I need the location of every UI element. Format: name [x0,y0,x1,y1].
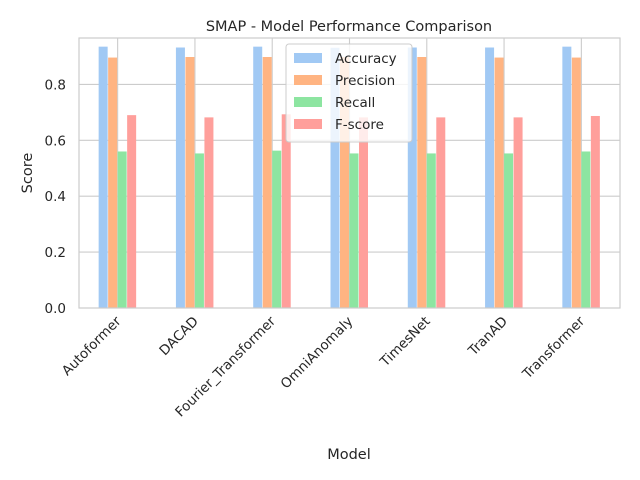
bar-recall-tranad [504,153,514,308]
bar-f-score-omnianomaly [359,117,368,309]
legend-label-accuracy: Accuracy [335,51,397,67]
y-tick-label: 0.8 [45,77,66,93]
plot-frame [78,37,621,309]
bar-f-score-transformer [590,115,600,308]
legend-swatch-precision [294,75,322,85]
x-axis-label: Model [327,447,371,463]
y-tick-label: 0.4 [45,189,66,205]
bar-f-score-autoformer [127,115,137,309]
bar-accuracy-omnianomaly [330,47,340,309]
bar-recall-fourier_transformer [272,150,282,308]
legend: Accuracy Precision Recall F-score [285,43,413,143]
bar-precision-dacad [185,57,195,308]
bar-precision-tranad [494,57,504,308]
bar-accuracy-timesnet [407,47,417,308]
legend-swatch-f-score [294,119,322,129]
y-tick-label: 0.6 [45,133,66,149]
legend-label-recall: Recall [335,95,375,111]
bar-accuracy-dacad [175,47,185,308]
bar-precision-timesnet [417,57,427,308]
bars [98,46,600,309]
bar-f-score-dacad [204,117,214,309]
bar-accuracy-transformer [562,46,572,308]
bar-recall-transformer [581,151,591,308]
bar-f-score-timesnet [436,117,446,309]
y-tick-label: 0.0 [45,301,66,317]
y-tick-labels: 0.0 0.2 0.4 0.6 0.8 [45,77,66,317]
y-axis-label: Score [20,153,36,194]
bar-precision-transformer [571,57,581,308]
y-tick-label: 0.2 [45,245,66,261]
bar-precision-autoformer [108,57,118,308]
chart-title: SMAP - Model Performance Comparison [206,19,492,35]
bar-accuracy-tranad [485,47,495,308]
bar-recall-autoformer [117,151,127,308]
bar-accuracy-fourier_transformer [253,46,263,308]
bar-recall-omnianomaly [349,153,359,308]
bar-precision-omnianomaly [340,57,349,308]
bar-precision-fourier_transformer [262,57,272,308]
legend-box [285,43,413,143]
legend-label-f-score: F-score [335,117,384,133]
legend-label-precision: Precision [335,73,395,89]
legend-swatch-recall [294,97,322,107]
legend-swatch-accuracy [294,53,322,63]
bar-recall-dacad [194,153,204,308]
bar-recall-timesnet [426,153,436,308]
bar-f-score-tranad [513,117,523,309]
bar-accuracy-autoformer [98,46,108,308]
bar-f-score-fourier_transformer [281,114,291,308]
